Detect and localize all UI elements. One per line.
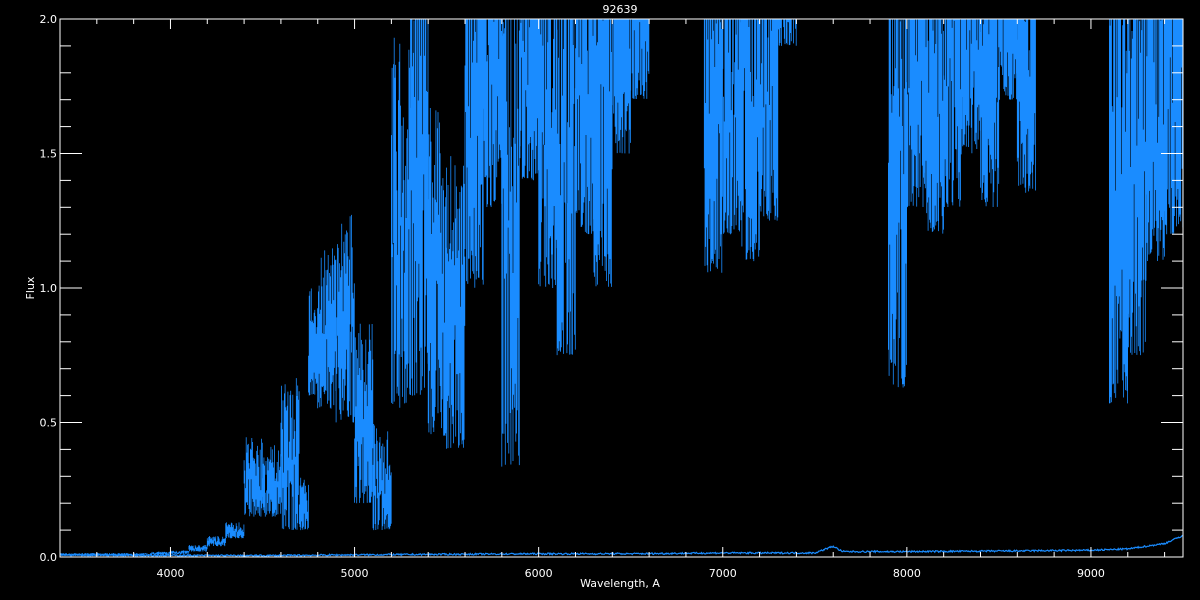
y-tick-label: 1.5 (40, 148, 58, 161)
axis-ticks: 4000 5000 6000 7000 8000 9000 0.0 0.5 1.0 1.5 2.0 (40, 13, 1183, 580)
flux-series (59, 19, 1184, 556)
error-series (59, 534, 1184, 558)
x-tick-label: 6000 (525, 567, 553, 580)
chart-title: 92639 (603, 3, 638, 16)
x-tick-label: 7000 (709, 567, 737, 580)
y-tick-label: 1.0 (40, 282, 58, 295)
x-tick-label: 9000 (1077, 567, 1105, 580)
y-axis-label: Flux (24, 276, 37, 299)
y-tick-label: 0.0 (40, 551, 58, 564)
x-tick-label: 4000 (156, 567, 184, 580)
y-tick-label: 0.5 (40, 417, 58, 430)
x-axis-label: Wavelength, A (580, 577, 660, 590)
plot-marks (59, 19, 1184, 558)
x-tick-label: 5000 (341, 567, 369, 580)
x-tick-label: 8000 (893, 567, 921, 580)
y-tick-label: 2.0 (40, 13, 58, 26)
